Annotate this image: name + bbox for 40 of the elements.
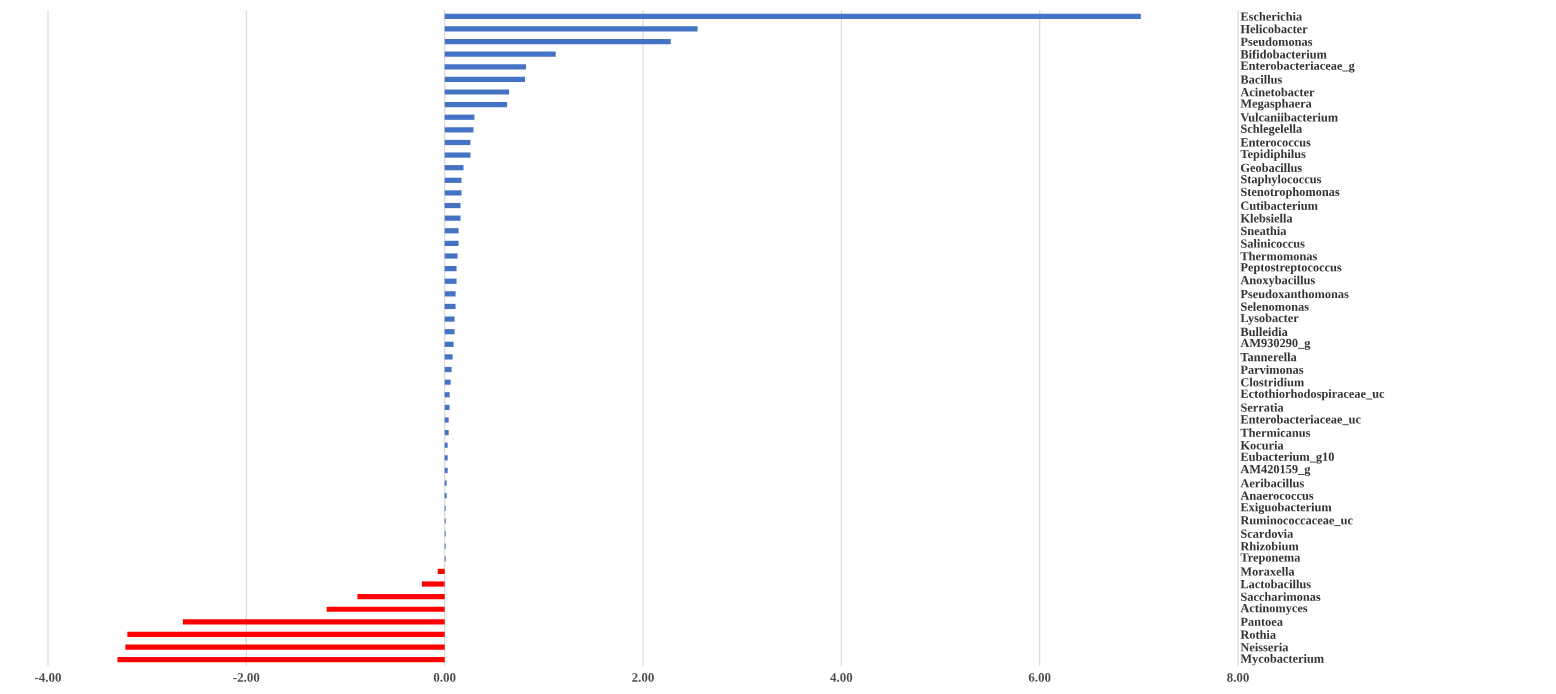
- bar: [444, 404, 450, 410]
- bar: [444, 228, 459, 234]
- bar: [444, 76, 525, 82]
- bar: [125, 644, 445, 650]
- bar: [127, 631, 445, 638]
- bar: [326, 606, 445, 612]
- bar: [444, 51, 556, 57]
- bar: [444, 379, 451, 385]
- bar: [437, 568, 445, 574]
- bar: [444, 291, 456, 297]
- bar: [444, 64, 526, 70]
- bar: [444, 329, 455, 335]
- bar: [444, 139, 471, 146]
- bar: [444, 127, 474, 133]
- bar: [444, 278, 457, 284]
- bar: [444, 266, 457, 272]
- bar: [444, 215, 461, 221]
- bar: [444, 341, 454, 347]
- bar: [444, 202, 461, 209]
- bar: [444, 392, 450, 398]
- bar: [444, 152, 471, 158]
- bar: [444, 190, 462, 196]
- bar: [444, 26, 698, 32]
- bar: [182, 619, 445, 625]
- bar: [444, 165, 464, 171]
- bar: [444, 366, 452, 373]
- bar: [444, 303, 456, 310]
- bar: [444, 102, 508, 108]
- bar: [444, 253, 458, 259]
- bar: [444, 240, 459, 246]
- bar: [444, 177, 462, 183]
- bar: [444, 114, 475, 120]
- bar: [444, 316, 455, 322]
- bar: [444, 38, 671, 45]
- bar: [444, 354, 453, 360]
- bar: [117, 657, 445, 663]
- bar: [444, 89, 510, 95]
- bar: [421, 581, 445, 587]
- bar: [444, 13, 1141, 19]
- bar: [357, 594, 445, 600]
